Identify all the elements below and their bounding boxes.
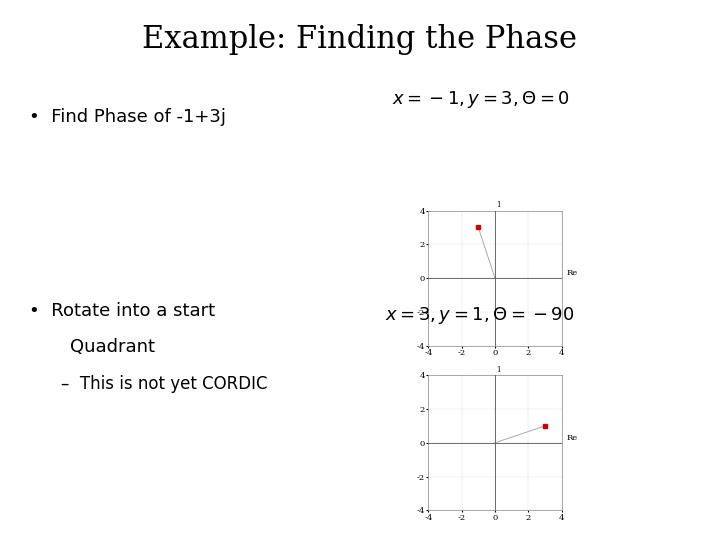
Text: Re: Re — [567, 269, 577, 277]
Text: Example: Finding the Phase: Example: Finding the Phase — [143, 24, 577, 55]
Text: •  Find Phase of -1+3j: • Find Phase of -1+3j — [29, 108, 226, 126]
Text: •  Rotate into a start: • Rotate into a start — [29, 302, 215, 320]
Text: 1: 1 — [496, 366, 500, 374]
Text: $x = -1, y = 3, \Theta = 0$: $x = -1, y = 3, \Theta = 0$ — [392, 89, 570, 110]
Text: $x = 3, y = 1, \Theta = -90$: $x = 3, y = 1, \Theta = -90$ — [385, 305, 575, 326]
Text: 1: 1 — [496, 201, 500, 209]
Text: Quadrant: Quadrant — [47, 338, 155, 355]
Text: –  This is not yet CORDIC: – This is not yet CORDIC — [61, 375, 268, 393]
Text: Re: Re — [567, 434, 577, 442]
